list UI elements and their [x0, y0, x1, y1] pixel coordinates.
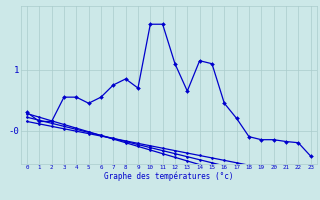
X-axis label: Graphe des températures (°c): Graphe des températures (°c) — [104, 172, 234, 181]
